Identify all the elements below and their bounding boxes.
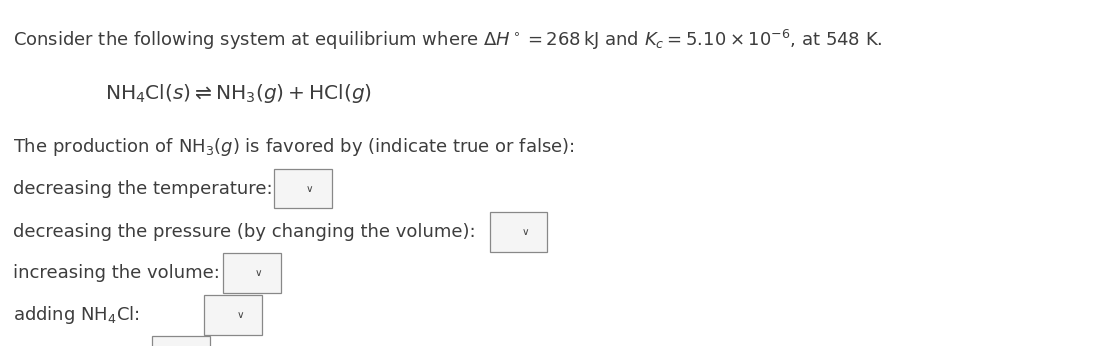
Text: $\mathrm{NH_4Cl}(s) \rightleftharpoons \mathrm{NH_3}(g) + \mathrm{HCl}(g)$: $\mathrm{NH_4Cl}(s) \rightleftharpoons \… (105, 82, 372, 105)
Text: adding $\mathrm{HCl}$:: adding $\mathrm{HCl}$: (13, 345, 118, 346)
FancyBboxPatch shape (223, 253, 281, 293)
Text: ∨: ∨ (522, 227, 529, 237)
Text: The production of $\mathrm{NH_3}(g)$ is favored by (indicate true or false):: The production of $\mathrm{NH_3}(g)$ is … (13, 136, 575, 158)
FancyBboxPatch shape (204, 295, 262, 335)
Text: decreasing the pressure (by changing the volume):: decreasing the pressure (by changing the… (13, 223, 476, 241)
Text: increasing the volume:: increasing the volume: (13, 264, 220, 282)
FancyBboxPatch shape (490, 212, 547, 252)
Text: Consider the following system at equilibrium where $\Delta H^\circ = 268\,\mathr: Consider the following system at equilib… (13, 28, 883, 52)
Text: ∨: ∨ (306, 184, 314, 193)
Text: decreasing the temperature:: decreasing the temperature: (13, 180, 273, 198)
FancyBboxPatch shape (274, 169, 332, 208)
FancyBboxPatch shape (152, 336, 210, 346)
Text: adding $\mathrm{NH_4Cl}$:: adding $\mathrm{NH_4Cl}$: (13, 304, 140, 326)
Text: ∨: ∨ (236, 310, 244, 320)
Text: ∨: ∨ (255, 268, 263, 278)
